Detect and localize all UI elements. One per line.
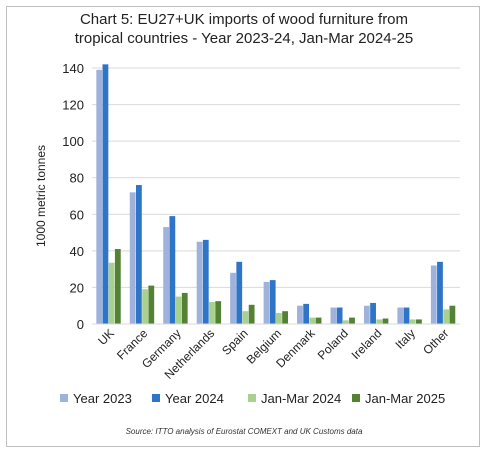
legend-label: Year 2024 (165, 391, 224, 406)
x-tick-label: Poland (315, 326, 351, 362)
chart-title: Chart 5: EU27+UK imports of wood furnitu… (0, 10, 488, 48)
bar (181, 292, 188, 324)
bar (416, 319, 422, 324)
bar (114, 249, 121, 324)
y-tick-label: 40 (70, 244, 84, 259)
x-tick-label: Italy (392, 326, 417, 351)
bar (397, 307, 404, 324)
bar (297, 305, 303, 324)
bar (148, 285, 155, 324)
x-tick-label: UK (95, 326, 117, 348)
y-axis-label: 1000 metric tonnes (34, 145, 48, 247)
bar (303, 303, 310, 324)
bar (242, 311, 249, 324)
legend-label: Year 2023 (73, 391, 132, 406)
bar (269, 280, 276, 324)
legend-label: Jan-Mar 2025 (365, 391, 445, 406)
bar (129, 192, 136, 324)
bar (403, 307, 410, 324)
bar (175, 296, 182, 324)
bar (276, 313, 282, 324)
bar (336, 307, 343, 324)
bar (263, 281, 270, 324)
bar (215, 301, 222, 324)
bar (202, 239, 209, 324)
x-tick-label: Other (420, 326, 451, 357)
bar (370, 302, 376, 324)
bar (96, 69, 103, 324)
y-tick-label: 100 (62, 134, 84, 149)
y-tick-label: 0 (77, 317, 84, 332)
bar (230, 272, 236, 324)
chart-title-line-1: Chart 5: EU27+UK imports of wood furnitu… (79, 11, 409, 28)
y-tick-label: 20 (70, 280, 84, 295)
bar (349, 317, 355, 324)
bar (409, 319, 416, 324)
y-tick-label: 60 (70, 207, 84, 222)
bar (382, 318, 389, 324)
bar (142, 289, 148, 324)
chart-source-note: Source: ITTO analysis of Eurostat COMEXT… (125, 427, 363, 436)
bar (135, 185, 142, 324)
bar (309, 317, 316, 324)
bar (376, 319, 383, 324)
legend-swatch (248, 394, 256, 402)
bar (248, 304, 255, 324)
bar (169, 216, 176, 324)
bar (102, 64, 109, 324)
bar (282, 311, 288, 324)
bar (196, 241, 203, 324)
bar (108, 262, 115, 324)
bar (449, 305, 456, 324)
y-tick-label: 140 (62, 61, 84, 76)
bar (430, 265, 437, 324)
bar (443, 309, 450, 324)
chart-title-line-2: tropical countries - Year 2023-24, Jan-M… (74, 30, 414, 47)
bar (330, 307, 337, 324)
legend-swatch (152, 394, 160, 402)
bar (209, 302, 215, 324)
y-tick-label: 80 (70, 171, 84, 186)
legend-label: Jan-Mar 2024 (261, 391, 341, 406)
bar (236, 261, 243, 324)
legend-swatch (60, 394, 68, 402)
bar (163, 227, 170, 324)
bar (437, 261, 443, 324)
legend-swatch (352, 394, 360, 402)
bar (363, 305, 370, 324)
bar (315, 317, 322, 324)
y-tick-label: 120 (62, 98, 84, 113)
chart-frame (6, 6, 480, 447)
x-tick-label: Ireland (349, 326, 385, 362)
x-tick-label: Spain (219, 326, 251, 358)
bar (342, 320, 349, 324)
